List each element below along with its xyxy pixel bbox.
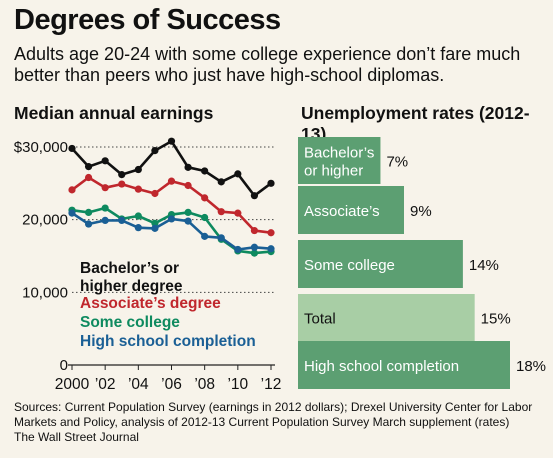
data-point [267,245,275,253]
x-tick-label: ’12 [261,376,282,393]
bar-value-label: 14% [469,257,499,274]
data-point [217,178,225,186]
data-point [84,220,93,228]
legend-entry: High school completion [80,333,256,350]
x-tick-label: ’02 [95,376,116,393]
bar [298,137,381,184]
x-tick-label: ’10 [227,376,248,393]
credit-text: The Wall Street Journal [14,430,139,444]
data-point [151,224,159,232]
data-point [134,165,142,174]
data-point [201,167,209,175]
bar [298,240,463,288]
legend-entry: Bachelor’s or [80,260,179,277]
data-point [118,216,126,224]
data-point [68,186,76,194]
y-tick-label: 10,000 [22,284,68,301]
data-point [84,208,93,216]
data-point [134,212,142,220]
legend-entry: Associate’s degree [80,295,221,312]
data-point [134,185,142,193]
data-point [151,219,159,227]
data-point [101,216,109,224]
data-point [184,208,192,216]
data-point [217,234,225,242]
data-point [250,243,259,251]
data-point [201,232,209,240]
legend-entry: higher degree [80,278,183,295]
data-point [267,179,275,187]
data-point [234,209,242,217]
data-point [151,189,159,198]
data-point [68,144,76,153]
data-point [101,157,109,165]
data-point [101,184,109,192]
source-note: Sources: Current Population Survey (earn… [14,400,544,445]
data-point [84,163,93,171]
y-tick-label: $30,000 [14,139,68,156]
x-tick-label: 2000 [55,376,90,393]
bar-category-label: Some college [304,257,395,274]
bar-category-label: or higher [304,163,363,180]
data-point [201,194,209,202]
data-point [151,147,159,155]
x-tick-label: ’06 [161,376,182,393]
data-point [118,180,126,188]
earnings-chart-title: Median annual earnings [14,103,214,123]
bar [298,186,404,234]
data-point [217,208,225,216]
bar [298,294,475,341]
page-title: Degrees of Success [14,4,281,36]
data-point [184,163,192,171]
data-point [267,229,275,237]
source-text: Sources: Current Population Survey (earn… [14,400,533,429]
page-subtitle: Adults age 20-24 with some college exper… [14,44,521,85]
data-point [167,215,176,223]
y-tick-label: 20,000 [22,212,68,229]
data-point [250,192,259,200]
data-point [184,217,192,225]
y-tick-label: 0 [60,357,68,374]
bar-category-label: Total [304,311,336,328]
data-point [184,181,192,190]
x-tick-label: ’04 [128,376,149,393]
data-point [250,226,259,235]
bar [298,341,510,389]
series-line-1 [71,176,272,234]
data-point [134,224,142,232]
data-point [68,209,76,217]
bar-category-label: Bachelor’s [304,145,374,162]
data-point [167,177,176,185]
data-point [101,204,109,212]
x-tick-label: ’08 [194,376,215,393]
data-point [250,249,259,257]
data-point [118,171,126,179]
bar-value-label: 18% [516,358,546,375]
legend-entry: Some college [80,314,180,331]
data-point [84,173,93,182]
data-point [234,245,242,254]
data-point [167,137,176,145]
bar-category-label: Associate’s [304,203,380,220]
bar-value-label: 7% [386,154,408,171]
data-point [234,170,242,178]
bar-value-label: 15% [481,311,511,328]
data-point [201,213,209,222]
bar-value-label: 9% [410,203,432,220]
bar-category-label: High school completion [304,358,459,375]
